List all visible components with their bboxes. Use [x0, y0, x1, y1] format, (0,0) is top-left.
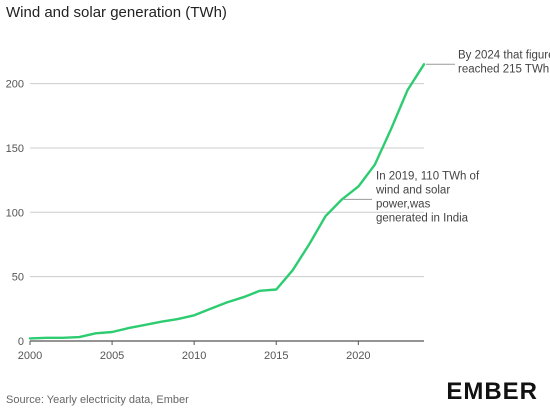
- y-tick-label-2: 100: [6, 207, 24, 219]
- annotation-0: By 2024 that figure reached 215 TWh: [458, 49, 550, 75]
- y-tick-labels: 0 50 100 150 200: [6, 79, 24, 348]
- ember-logo: EMBER: [446, 378, 538, 405]
- annotation-1: In 2019, 110 TWh of wind and solar power,w…: [375, 170, 480, 224]
- annotations: By 2024 that figure reached 215 TWh In 201…: [343, 49, 550, 224]
- series-lines: [28, 63, 426, 340]
- y-tick-label-0: 0: [18, 336, 24, 348]
- x-tick-label-2: 2010: [182, 350, 206, 362]
- x-tick-label-3: 2015: [264, 350, 288, 362]
- x-tick-label-1: 2005: [100, 350, 124, 362]
- chart-title: Wind and solar generation (TWh): [6, 4, 227, 21]
- y-tick-label-3: 150: [6, 143, 24, 155]
- x-tick-label-0: 2000: [18, 350, 42, 362]
- source-note: Source: Yearly electricity data, Ember: [6, 394, 189, 406]
- y-tick-label-4: 200: [6, 79, 24, 91]
- x-tick-labels: 2000 2005 2010 2015 2020: [18, 341, 371, 362]
- y-tick-label-1: 50: [12, 272, 24, 284]
- x-tick-label-4: 2020: [346, 350, 370, 362]
- series-line-0: [28, 63, 426, 340]
